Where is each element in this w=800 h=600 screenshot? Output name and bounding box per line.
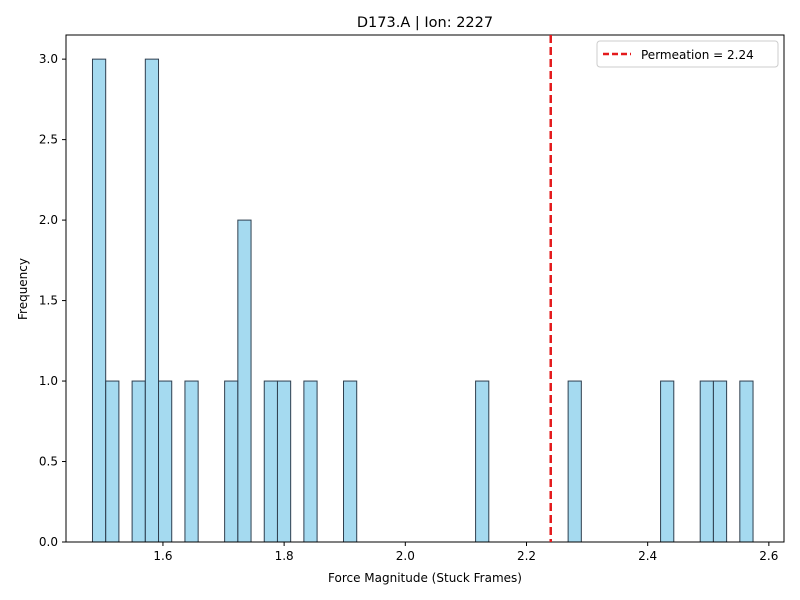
- x-tick-label: 2.2: [517, 549, 536, 563]
- y-tick-label: 1.5: [39, 294, 58, 308]
- y-axis-title: Frequency: [16, 258, 30, 320]
- histogram-bar: [343, 380, 358, 543]
- histogram-bar: [263, 380, 278, 543]
- histogram-bar: [224, 380, 239, 543]
- legend: Permeation = 2.24: [596, 40, 779, 68]
- histogram-bar: [739, 380, 754, 543]
- histogram-bar: [105, 380, 120, 543]
- x-axis-title: Force Magnitude (Stuck Frames): [328, 571, 522, 585]
- histogram-bar: [276, 380, 292, 543]
- x-tick-label: 1.8: [275, 549, 294, 563]
- histogram-bar: [91, 58, 107, 543]
- plot-frame: [65, 34, 785, 543]
- histogram-bar: [567, 380, 582, 543]
- axes-layer: 1.6 1.8 2.0 2.2 2.4 2.6 0.0 0.5 1.0 1.5 2.0 2.5 3.0: [39, 34, 785, 563]
- histogram-bar: [158, 380, 173, 543]
- x-tick-label: 2.6: [759, 549, 778, 563]
- histogram-bar: [144, 58, 160, 543]
- x-tick-label: 2.0: [396, 549, 415, 563]
- y-tick-label: 0.5: [39, 455, 58, 469]
- legend-label: Permeation = 2.24: [641, 48, 754, 62]
- histogram-bar: [303, 380, 318, 543]
- y-tick-label: 1.0: [39, 374, 58, 388]
- histogram-bar: [184, 380, 199, 543]
- chart-title: D173.A | Ion: 2227: [357, 15, 493, 31]
- x-tick-label: 2.4: [638, 549, 657, 563]
- bars-layer: [91, 58, 754, 543]
- y-tick-label: 2.0: [39, 213, 58, 227]
- histogram-bar: [475, 380, 490, 543]
- x-tick-label: 1.6: [153, 549, 172, 563]
- y-tick-label: 3.0: [39, 52, 58, 66]
- histogram-bar: [660, 380, 675, 543]
- y-tick-label: 2.5: [39, 133, 58, 147]
- histogram-bar: [699, 380, 714, 543]
- legend-box: [596, 40, 779, 68]
- histogram-bar: [712, 380, 728, 543]
- histogram-bar: [131, 380, 146, 543]
- histogram-bar: [237, 219, 252, 543]
- y-tick-label: 0.0: [39, 535, 58, 549]
